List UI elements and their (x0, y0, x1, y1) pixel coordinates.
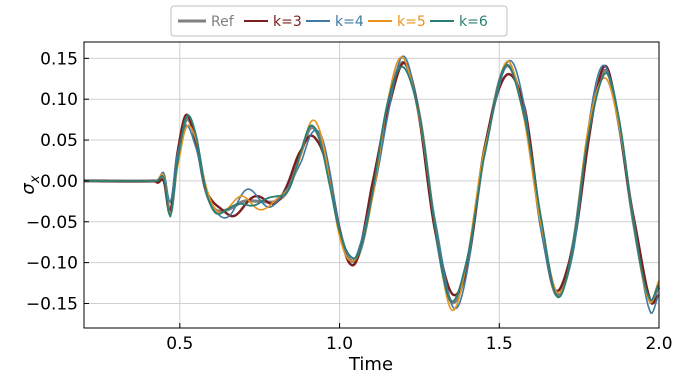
legend: Ref k=3 k=4 k=5 k=6 (170, 5, 508, 37)
legend-label: k=3 (273, 14, 302, 30)
y-tick-label: 0.10 (40, 90, 78, 110)
legend-label: k=6 (459, 14, 488, 30)
x-axis-title: Time (348, 354, 393, 375)
legend-label: Ref (211, 14, 235, 30)
y-ticks: −0.15 −0.10 −0.05 0.00 0.05 0.10 0.15 (26, 49, 89, 314)
y-tick-label: −0.05 (26, 213, 78, 233)
plot-frame (83, 41, 660, 329)
y-tick-label: 0.00 (40, 172, 78, 192)
x-tick-label: 1.5 (486, 334, 513, 354)
x-ticks: 0.5 1.0 1.5 2.0 (166, 323, 673, 354)
y-axis-title-symbol: σ (18, 183, 39, 195)
y-tick-label: 0.15 (40, 49, 78, 69)
svg-text:σx: σx (18, 175, 43, 194)
legend-box (170, 5, 508, 37)
y-tick-label: 0.05 (40, 131, 78, 151)
series-line-k3 (84, 61, 660, 305)
x-tick-label: 2.0 (645, 334, 672, 354)
y-tick-label: −0.10 (26, 254, 78, 274)
y-axis-title: σx (18, 175, 43, 194)
series-layer (83, 55, 661, 314)
series-line-k6 (84, 64, 660, 303)
y-axis-title-subscript: x (28, 175, 43, 184)
x-tick-label: 1.0 (326, 334, 353, 354)
legend-label: k=5 (397, 14, 426, 30)
x-tick-label: 0.5 (166, 334, 193, 354)
legend-label: k=4 (335, 14, 364, 30)
y-tick-label: −0.15 (26, 294, 78, 314)
